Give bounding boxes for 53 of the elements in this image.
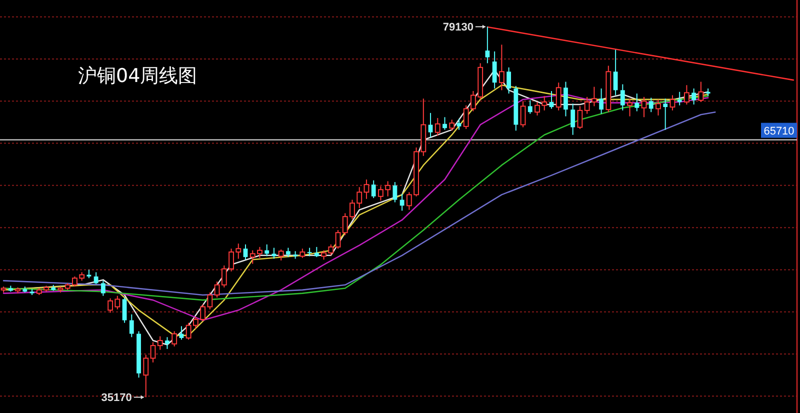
candlestick bbox=[627, 98, 632, 117]
candlestick bbox=[556, 82, 562, 111]
candlestick bbox=[684, 84, 690, 106]
candlestick bbox=[286, 247, 290, 258]
candlestick bbox=[698, 81, 704, 102]
candlestick bbox=[278, 248, 284, 261]
text: 沪铜04周线图 bbox=[78, 65, 198, 87]
candlestick bbox=[122, 297, 127, 324]
candlestick bbox=[364, 179, 370, 200]
candlestick bbox=[599, 88, 604, 114]
candlestick bbox=[677, 91, 682, 106]
candlestick bbox=[670, 94, 676, 111]
candlestick bbox=[150, 342, 156, 363]
candlestick bbox=[656, 98, 661, 116]
candlestick bbox=[641, 96, 647, 118]
candlestick bbox=[214, 281, 220, 298]
candlestick bbox=[400, 193, 404, 212]
candlestick bbox=[564, 81, 568, 117]
candlestick bbox=[498, 44, 504, 91]
candlestick bbox=[243, 244, 248, 260]
candlestick bbox=[620, 84, 625, 111]
candlestick bbox=[577, 106, 583, 130]
candlestick bbox=[94, 272, 98, 285]
candlestick bbox=[456, 118, 462, 130]
candlestick bbox=[428, 112, 433, 138]
candlestick bbox=[692, 88, 696, 106]
candlestick bbox=[314, 246, 319, 258]
candlestick bbox=[157, 336, 163, 350]
annotation: 79130 bbox=[442, 22, 474, 34]
candlestick bbox=[172, 330, 178, 347]
candlestick bbox=[528, 100, 532, 114]
candlestick bbox=[392, 182, 398, 203]
candlestick bbox=[371, 180, 376, 199]
candlestick bbox=[663, 98, 668, 130]
candlestick bbox=[100, 280, 106, 296]
candlestick bbox=[492, 50, 497, 89]
candlestick bbox=[570, 103, 576, 136]
candlestick bbox=[165, 336, 170, 350]
annotation: 35170 bbox=[101, 392, 132, 404]
candlestick bbox=[434, 118, 440, 136]
candlestick bbox=[264, 244, 270, 257]
candlestick bbox=[129, 314, 134, 338]
candlestick bbox=[634, 93, 640, 112]
candlestick bbox=[506, 66, 512, 94]
candlestick bbox=[449, 119, 455, 132]
candlestick bbox=[648, 97, 654, 113]
candlestick bbox=[549, 90, 554, 110]
candlestick bbox=[300, 248, 306, 258]
candlestick bbox=[335, 230, 341, 250]
candlestick bbox=[442, 116, 447, 130]
ref-line-label: 65710 bbox=[764, 125, 794, 138]
candlestick bbox=[520, 100, 526, 128]
candlestick bbox=[613, 49, 618, 96]
